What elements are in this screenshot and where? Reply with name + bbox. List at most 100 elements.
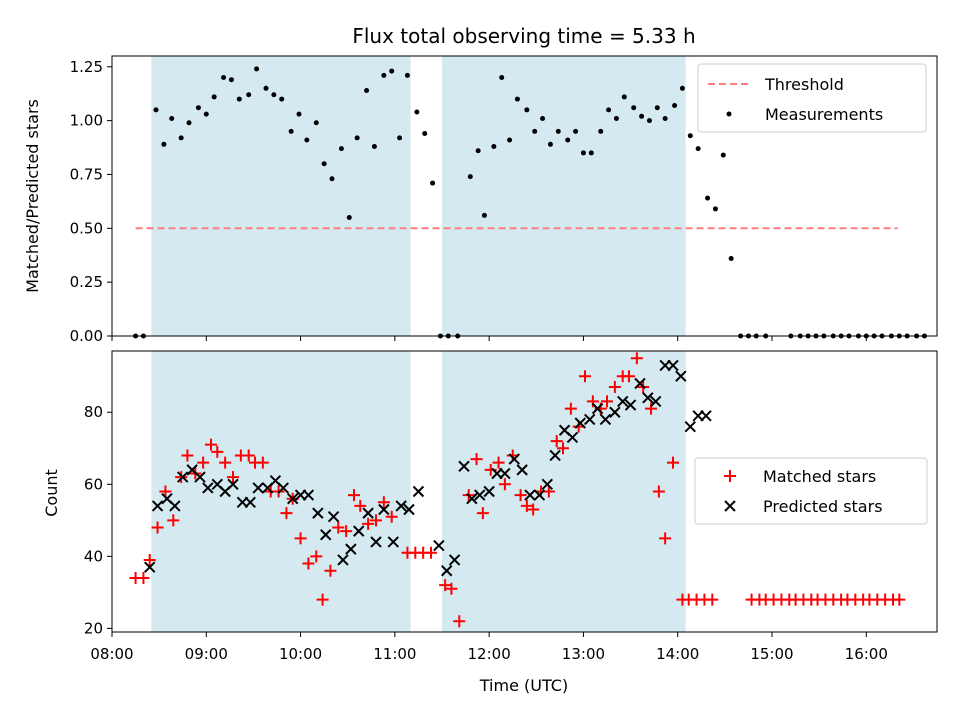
measurements-point [547,141,553,147]
matched-stars-point [294,532,307,545]
top-x-ticks [111,336,867,341]
predicted-stars-legend-label: Predicted stars [763,497,883,516]
measurements-point [621,94,627,100]
measurements-point [654,105,660,111]
predicted-stars-point [541,478,553,491]
matched-stars-point [197,456,210,469]
predicted-stars-point [287,492,299,505]
predicted-stars-point [378,503,390,516]
matched-stars-point [514,489,527,502]
top-y-tick-label: 1.00 [70,112,103,130]
predicted-stars-point [642,392,654,404]
matched-stars-point [706,593,719,606]
predicted-stars-point [169,500,181,512]
matched-stars-point [175,471,188,484]
measurements-point [646,118,652,124]
measurements-point [430,180,436,186]
matched-stars-point [362,517,375,530]
measurements-point [573,128,579,134]
measurements-point [354,135,360,141]
predicted-stars-point [395,500,407,512]
predicted-stars-point [684,420,696,433]
top-legend-box [697,63,927,133]
predicted-stars-point [574,417,586,429]
matched-stars-point [520,499,533,512]
top-y-tick-label: 0.75 [70,165,103,183]
measurements-point [321,161,327,167]
measurements-point [720,152,726,158]
x-tick-label: 08:00 [90,645,133,663]
matched-stars-point [205,438,217,451]
measurements-legend-swatch [726,111,732,117]
predicted-stars-point [362,507,374,519]
bottom-y-ticks: 20 40 60 80 [84,403,112,637]
x-axis-label: Time (UTC) [479,676,568,695]
predicted-stars-point [516,464,528,476]
measurements-point [639,113,645,119]
x-tick-label: 10:00 [279,645,322,663]
measurements-point [499,75,505,81]
matched-stars-point [219,456,232,469]
bottom-axes-frame [111,350,938,633]
predicted-stars-point [252,482,264,494]
matched-stars-point [645,402,657,415]
top-y-axis-label: Matched/Predicted stars [23,99,42,293]
predicted-stars-point [458,460,470,472]
predicted-stars-point [177,471,189,483]
matched-stars-point [492,456,505,469]
predicted-stars-point [441,565,453,577]
matched-stars-point [445,582,458,595]
matched-stars-point [348,489,360,502]
measurements-point [186,120,192,126]
predicted-stars-point [370,536,382,548]
bottom-shaded-interval-2 [442,351,686,632]
measurements-point [705,195,711,201]
measurements-point [606,107,612,113]
predicted-stars-point [403,503,415,516]
measurements-point [695,146,701,152]
matched-stars-point [586,395,599,408]
measurements-point [313,120,319,126]
measurements-point [371,143,377,149]
matched-stars-legend-swatch [724,470,736,482]
bottom-axes: 20 40 60 80 08:00 09:00 10:00 11:00 12:00 13:00 1… [42,350,938,695]
measurements-point [161,141,167,147]
predicted-stars-point [466,492,478,505]
matched-stars-point [302,557,315,570]
measurements-point [389,68,395,74]
measurements-point [296,111,302,117]
measurements-point [481,212,487,218]
predicted-stars-point [609,406,621,418]
matched-stars-point [564,402,577,415]
matched-stars-point [242,449,255,462]
matched-stars-point [340,525,353,538]
predicted-stars-point [412,485,425,498]
matched-stars-point [137,571,150,584]
bottom-y-tick-label: 80 [84,403,103,421]
measurements-point [346,215,352,221]
measurements-point [228,77,234,83]
predicted-stars-point [667,359,679,372]
measurements-point [254,66,260,72]
matched-stars-point [667,456,679,469]
measurements-point [672,103,678,109]
predicted-stars-point [483,485,495,498]
x-tick-label: 11:00 [373,645,416,663]
measurements-point [364,87,370,93]
measurements-point [631,105,637,111]
measurements-point [381,72,387,78]
x-tick-label: 15:00 [750,645,793,663]
matched-stars-point [324,564,337,577]
measurements-point [195,105,201,111]
matched-stars-point [211,445,224,458]
predicted-stars-point [634,377,646,390]
measurements-point [540,115,546,121]
matched-stars-point [151,521,164,534]
predicted-stars-point [312,507,324,519]
top-y-tick-label: 0.00 [70,327,103,345]
predicted-stars-point [345,543,357,555]
matched-stars-point [608,381,621,394]
predicted-stars-point [448,554,461,566]
measurements-point [271,92,277,98]
